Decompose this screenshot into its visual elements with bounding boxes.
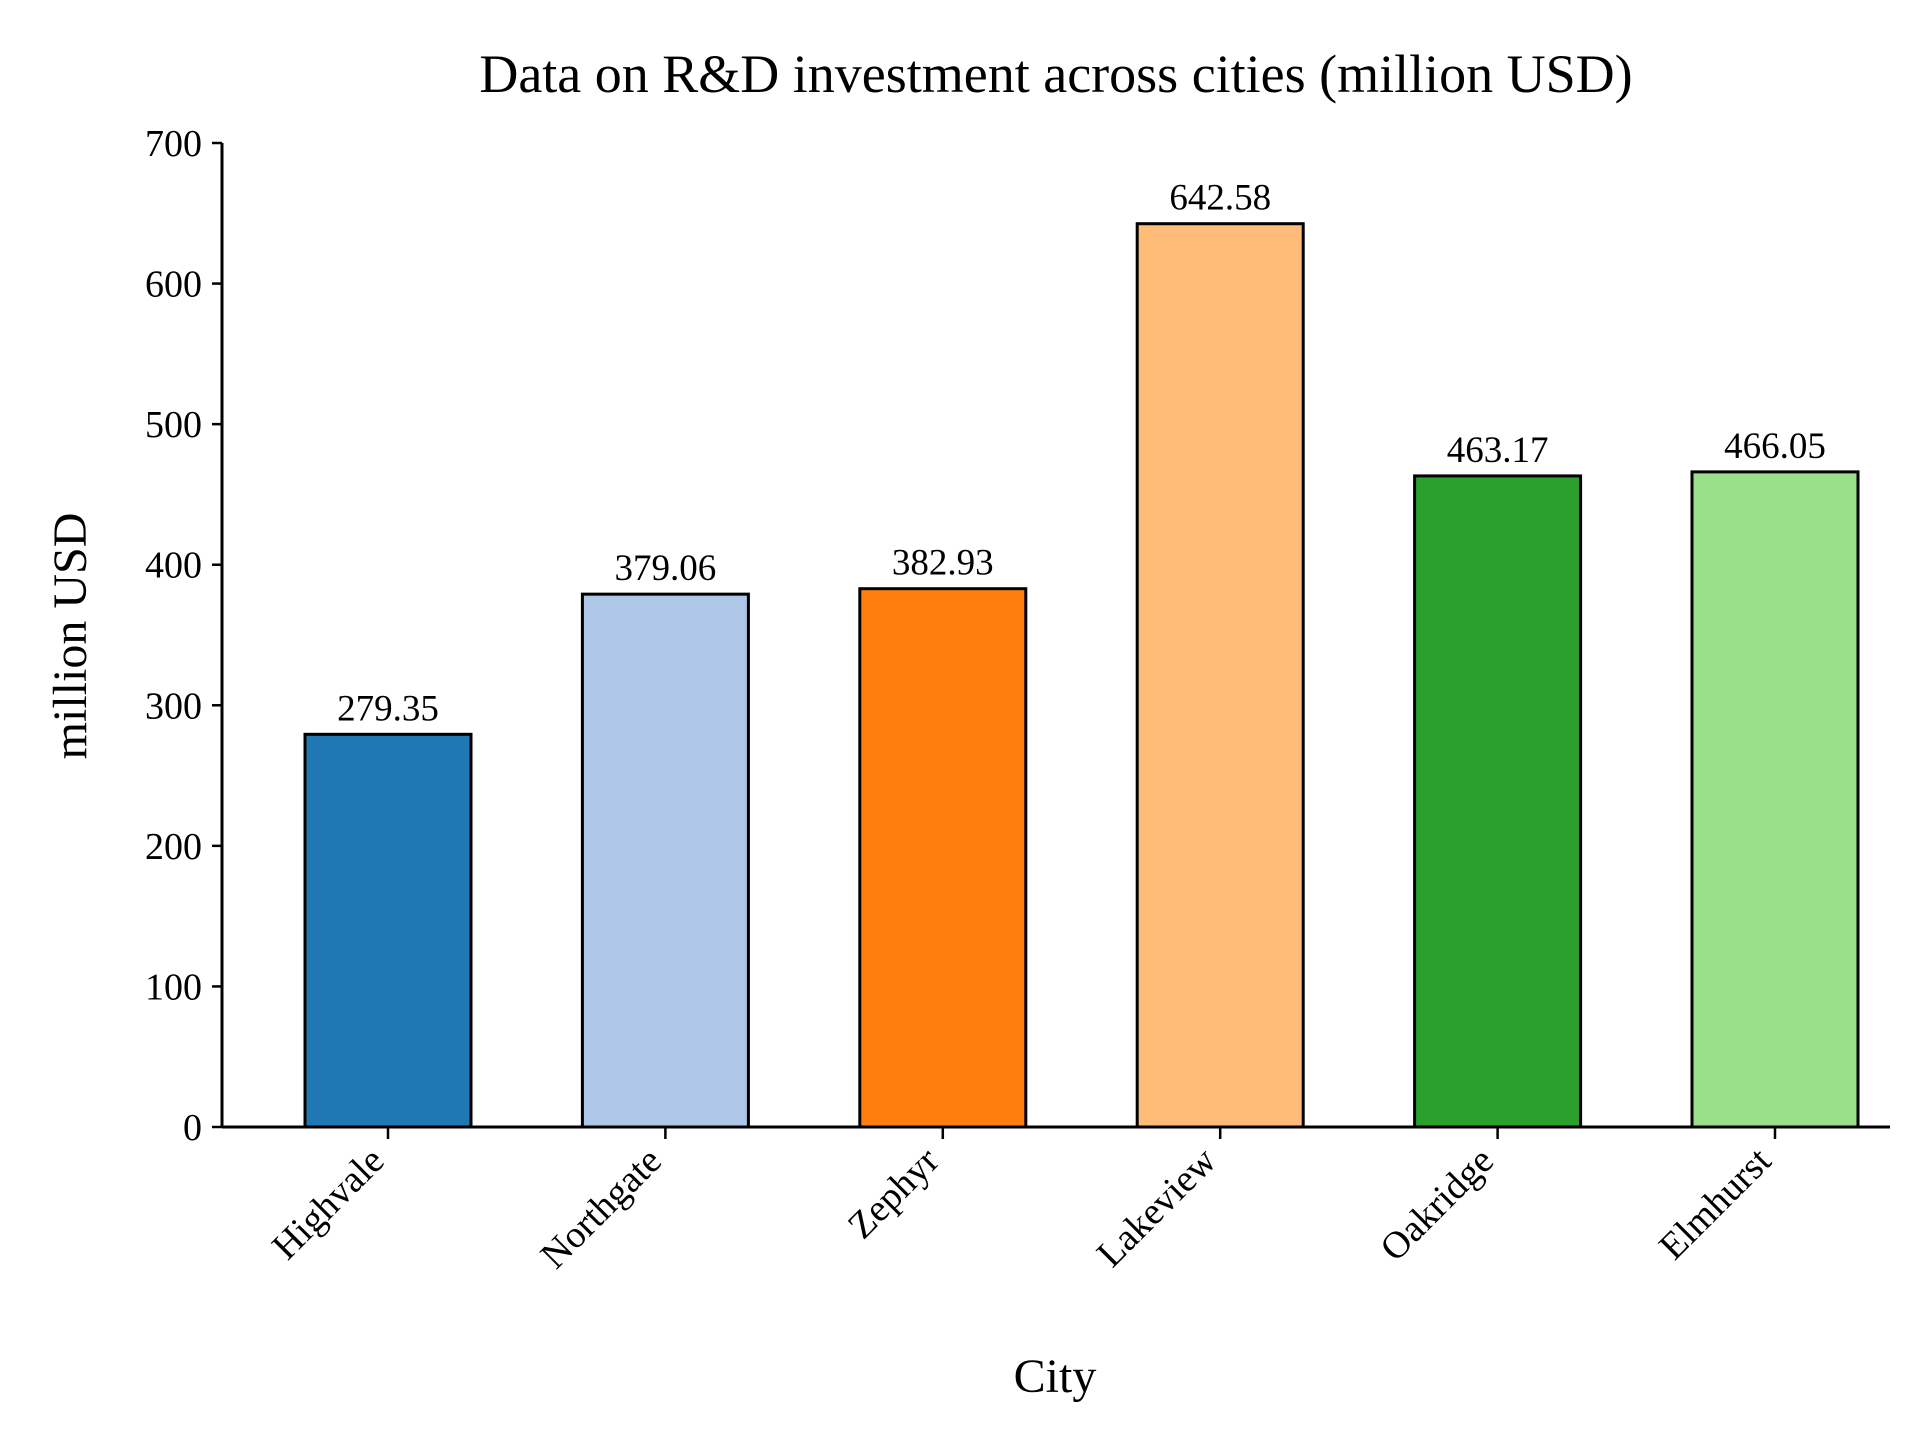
bar-highvale	[303, 732, 473, 1129]
bar-value-label: 279.35	[337, 688, 439, 729]
y-axis-label: million USD	[44, 513, 97, 760]
chart-title: Data on R&D investment across cities (mi…	[479, 44, 1632, 104]
x-tick-label: Zephyr	[840, 1139, 948, 1247]
bar-value-label: 642.58	[1169, 178, 1271, 219]
y-tick-label: 500	[145, 404, 202, 446]
y-tick-label: 100	[145, 966, 202, 1008]
bar-value-label: 382.93	[892, 543, 994, 584]
y-tick-label: 600	[145, 264, 202, 306]
bar-value-label: 466.05	[1724, 426, 1826, 467]
x-tick-label: Elmhurst	[1651, 1139, 1780, 1268]
x-tick-label: Oakridge	[1372, 1140, 1502, 1270]
x-axis-label: City	[1014, 1350, 1097, 1403]
y-tick-label: 200	[145, 826, 202, 868]
bar-value-label: 463.17	[1447, 430, 1549, 471]
bar-oakridge	[1413, 474, 1583, 1129]
bar-zephyr	[858, 587, 1028, 1129]
plot-area: 0 100 200 300 400 500 600 700 279.35 Highvale 379.…	[145, 123, 1890, 1277]
x-tick-label: Lakeview	[1089, 1139, 1225, 1275]
bar-northgate	[580, 592, 750, 1129]
x-tick-label: Northgate	[533, 1140, 670, 1277]
y-tick-label: 0	[183, 1107, 202, 1149]
y-tick-label: 700	[145, 123, 202, 165]
bar-elmhurst	[1690, 470, 1860, 1129]
y-tick-label: 300	[145, 685, 202, 727]
x-tick-label: Highvale	[264, 1140, 392, 1268]
bar-lakeview	[1135, 222, 1305, 1129]
bar-value-label: 379.06	[615, 548, 717, 589]
y-tick-label: 400	[145, 545, 202, 587]
